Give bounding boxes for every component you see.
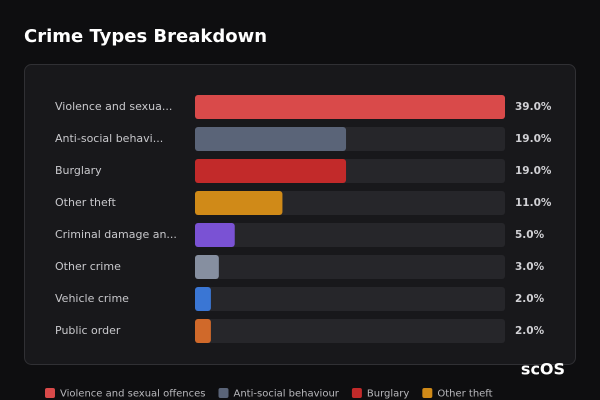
legend-label: Violence and sexual offences xyxy=(60,389,206,400)
value-label: 5.0% xyxy=(515,229,545,241)
legend-swatch xyxy=(45,388,55,398)
y-tick-label: Other crime xyxy=(55,260,121,273)
bar xyxy=(195,223,235,247)
value-label: 3.0% xyxy=(515,261,545,273)
y-tick-label: Violence and sexua... xyxy=(55,100,172,113)
y-tick-label: Criminal damage an... xyxy=(55,228,177,241)
value-label: 11.0% xyxy=(515,197,552,209)
legend-swatch xyxy=(422,388,433,398)
bar-track xyxy=(195,255,505,279)
bar xyxy=(195,95,505,119)
bar xyxy=(195,319,211,343)
y-tick-label: Other theft xyxy=(55,196,116,209)
bar xyxy=(195,159,347,183)
value-label: 39.0% xyxy=(515,101,552,113)
chart-title: Crime Types Breakdown xyxy=(24,26,267,47)
legend-label: Anti-social behaviour xyxy=(234,389,340,400)
bar xyxy=(195,127,347,151)
y-tick-label: Anti-social behavi... xyxy=(55,132,163,145)
bar-track xyxy=(195,287,505,311)
value-label: 2.0% xyxy=(515,325,545,337)
bar xyxy=(195,255,219,279)
value-label: 19.0% xyxy=(515,133,552,145)
legend-swatch xyxy=(351,388,362,398)
value-label: 19.0% xyxy=(515,165,552,177)
bar-track xyxy=(195,319,505,343)
y-tick-label: Public order xyxy=(55,324,121,337)
value-label: 2.0% xyxy=(515,293,545,305)
legend-swatch xyxy=(218,388,229,398)
y-tick-label: Burglary xyxy=(55,164,102,177)
y-tick-label: Vehicle crime xyxy=(55,292,129,305)
legend-label: Other theft xyxy=(437,389,492,400)
legend-label: Burglary xyxy=(367,389,409,400)
bar-track xyxy=(195,223,505,247)
bar xyxy=(195,287,211,311)
bar xyxy=(195,191,283,215)
watermark: scOS xyxy=(521,360,565,379)
